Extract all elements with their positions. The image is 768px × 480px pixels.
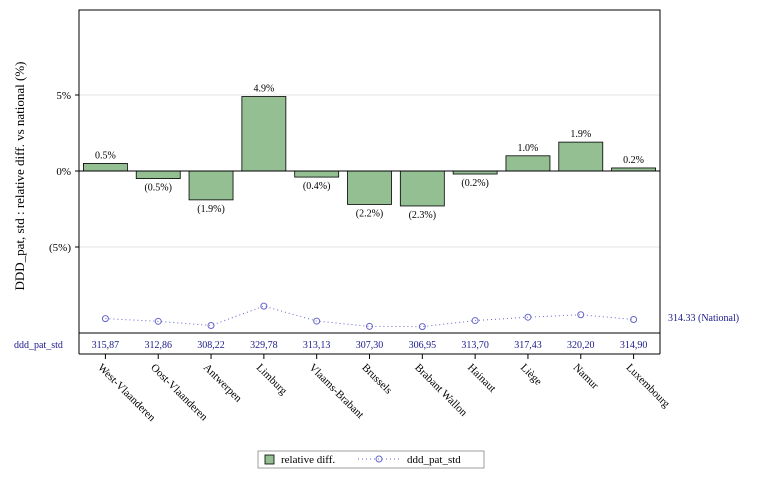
bar-data-label: (0.2%): [461, 178, 489, 189]
legend-line-marker: [375, 455, 383, 463]
legend-line-label: ddd_pat_std: [407, 454, 461, 466]
bar-series: 0.5% (0.5%) (1.9%) 4.9% (0.4%) (2.2%) (2.3%) (0…: [79, 84, 660, 221]
ddd-pat-std-point: [101, 315, 109, 323]
ddd-pat-std-value: 307,30: [356, 340, 384, 351]
bar: [399, 170, 445, 207]
bar-data-label: (0.5%): [144, 183, 172, 194]
bar: [505, 155, 551, 172]
grid-lines: [79, 94, 660, 248]
ddd-pat-std-value: 312,86: [144, 340, 172, 351]
bar-data-label: 4.9%: [253, 84, 274, 95]
ddd-pat-std-point: [207, 321, 215, 329]
y-axis-label: DDD_pat, std : relative diff. vs nationa…: [12, 61, 27, 290]
ddd-pat-std-point: [366, 322, 373, 330]
ddd-pat-std-point: [577, 311, 585, 319]
line-series: 315,87 312,86 308,22 329,78 313,13 307,30 306,…: [92, 302, 648, 351]
y-axis-ticks: 5% 0% (5%): [49, 90, 79, 254]
bar: [83, 162, 128, 172]
ddd-pat-std-value: 313,70: [461, 340, 489, 351]
ddd-pat-std-value: 320,20: [567, 340, 595, 351]
ddd-pat-std-point: [471, 317, 479, 325]
bar-data-label: 0.5%: [95, 150, 116, 161]
bar: [347, 170, 392, 205]
ddd-pat-std-line: [105, 305, 634, 328]
ddd-pat-std-point: [630, 315, 638, 323]
bar: [135, 170, 181, 179]
ddd-pat-std-value: 306,95: [409, 340, 437, 351]
bar: [188, 170, 234, 201]
ddd-pat-std-value: 315,87: [92, 340, 120, 351]
y-tick-label: (5%): [49, 242, 71, 254]
ddd-pat-std-point: [524, 313, 532, 321]
ddd-pat-std-value: 313,13: [303, 340, 331, 351]
ddd-pat-std-point: [418, 323, 426, 331]
ddd-pat-std-point: [260, 302, 268, 310]
legend-bar-label: relative diff.: [281, 454, 335, 466]
national-label: 314.33 (National): [668, 313, 739, 324]
bar: [241, 96, 287, 172]
ddd-pat-std-value: 329,78: [250, 340, 278, 351]
ddd-pat-std-value: 308,22: [197, 340, 225, 351]
y-tick-label: 0%: [56, 166, 71, 178]
bar-data-label: (1.9%): [197, 204, 225, 215]
bar-data-label: 1.0%: [518, 143, 539, 154]
bar: [294, 170, 340, 178]
bar-data-label: (2.3%): [409, 210, 437, 221]
bar-data-label: (2.2%): [356, 208, 384, 219]
row-label: ddd_pat_std: [14, 340, 63, 351]
ddd-pat-std-point: [154, 317, 162, 325]
ddd-pat-std-point: [313, 317, 321, 325]
y-tick-label: 5%: [56, 90, 71, 102]
bar-data-label: 1.9%: [570, 129, 591, 140]
bar: [558, 141, 604, 172]
legend-bar-swatch: [264, 454, 275, 465]
ddd-pat-std-value: 314,90: [620, 340, 648, 351]
ddd-pat-std-value: 317,43: [514, 340, 542, 351]
bar-data-label: (0.4%): [303, 181, 331, 192]
legend: relative diff. ddd_pat_std: [257, 450, 485, 469]
bar-data-label: 0.2%: [623, 155, 644, 166]
